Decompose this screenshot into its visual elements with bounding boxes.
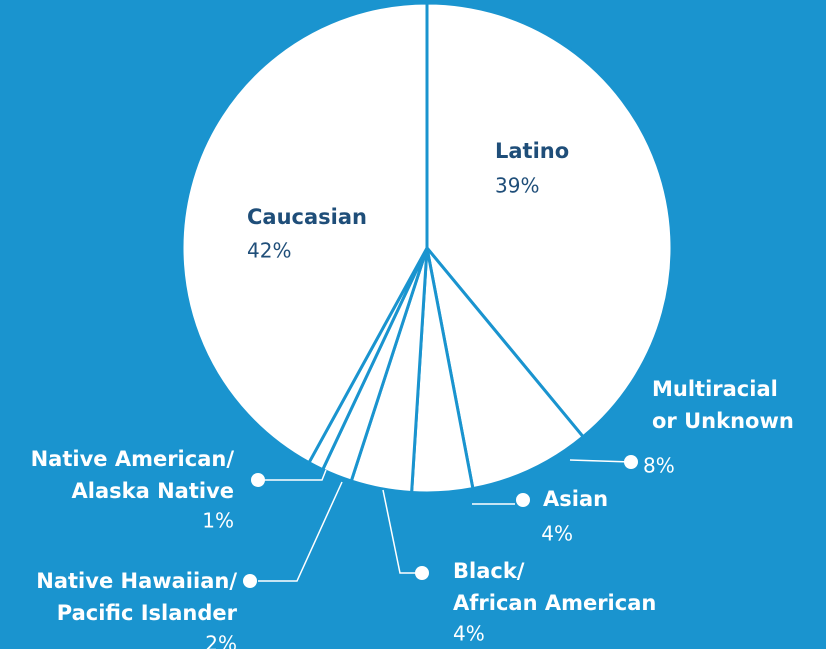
leader-dot xyxy=(624,455,638,469)
leader-dot xyxy=(415,566,429,580)
slice-label: Native American/Alaska Native xyxy=(31,447,235,503)
leader-line xyxy=(264,469,327,481)
slice-value-label: 4% xyxy=(453,622,485,646)
slice-label: Black/African American xyxy=(453,559,656,615)
leader-dot xyxy=(251,473,265,487)
pie-slice xyxy=(180,1,429,465)
slice-value-label: 42% xyxy=(247,239,291,263)
slice-value-label: 1% xyxy=(202,509,234,533)
slice-label: Native Hawaiian/Pacific Islander xyxy=(36,569,237,625)
slice-label: Asian xyxy=(543,487,608,511)
leader-line xyxy=(382,489,420,574)
leader-dot xyxy=(243,574,257,588)
slice-label: Multiracial or Unknown xyxy=(652,377,794,433)
slice-value-label: 39% xyxy=(495,174,539,198)
slice-label: Caucasian xyxy=(247,205,367,229)
leader-line xyxy=(569,459,632,463)
pie-slice xyxy=(425,1,674,439)
leader-line xyxy=(258,481,343,582)
slice-value-label: 2% xyxy=(205,632,237,649)
slice-label: Latino xyxy=(495,139,569,163)
leader-dot xyxy=(516,493,530,507)
slice-value-label: 4% xyxy=(541,522,573,546)
pie-slice xyxy=(425,246,585,491)
slice-value-label: 8% xyxy=(643,454,675,478)
